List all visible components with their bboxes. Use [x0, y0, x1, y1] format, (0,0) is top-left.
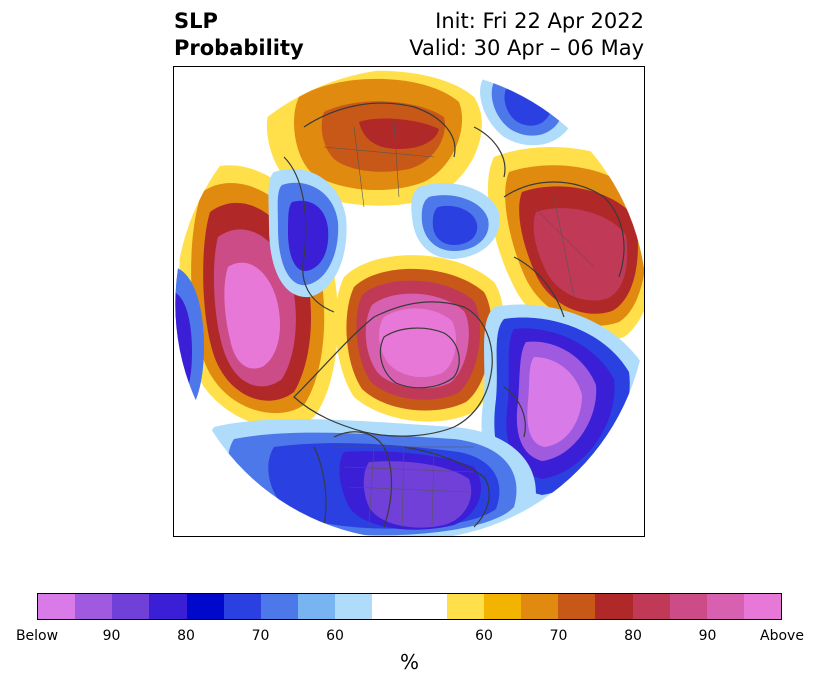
arctic-below-anomaly — [411, 183, 500, 259]
colorbar-swatch — [335, 594, 373, 619]
colorbar-swatch — [483, 594, 522, 619]
colorbar-tick-label: 90 — [102, 628, 121, 644]
colorbar-units-label: % — [399, 650, 419, 674]
colorbar-tick-label: 90 — [698, 628, 717, 644]
chart-title-left: SLP Probability — [174, 8, 304, 62]
borders — [323, 121, 595, 528]
colorbar-swatch — [521, 594, 559, 619]
colorbar-tick-labels: Below 90 80 70 60 60 70 80 90 Above — [0, 628, 819, 648]
valid-range: Valid: 30 Apr – 06 May — [409, 36, 644, 60]
colorbar-swatch — [409, 594, 447, 619]
colorbar-tick-label: Below — [15, 628, 59, 644]
init-date: Init: Fri 22 Apr 2022 — [435, 9, 644, 33]
colorbar-tick-label: 60 — [475, 628, 493, 644]
disc-edge — [174, 67, 644, 536]
polar-stereographic-map — [174, 67, 644, 536]
arctic-above-anomaly — [335, 255, 505, 422]
europe-above-anomaly — [487, 147, 644, 342]
colorbar-swatch — [743, 594, 782, 619]
colorbar-swatch — [669, 594, 707, 619]
title-variable: SLP — [174, 9, 218, 33]
title-product: Probability — [174, 36, 304, 60]
colorbar-swatch — [186, 594, 224, 619]
colorbar-tick-label: 60 — [326, 628, 344, 644]
colorbar-tick-label: Above — [760, 628, 804, 644]
colorbar-swatch — [38, 594, 76, 619]
colorbar-swatch — [223, 594, 261, 619]
colorbar-swatch — [260, 594, 299, 619]
colorbar-swatch — [75, 594, 113, 619]
canada-below-anomaly — [268, 169, 347, 298]
colorbar-swatch — [558, 594, 596, 619]
polar-map-frame — [173, 66, 645, 537]
colorbar-tick-label: 80 — [624, 628, 642, 644]
chart-title-right: Init: Fri 22 Apr 2022 Valid: 30 Apr – 06… — [409, 8, 644, 62]
colorbar — [37, 593, 782, 620]
colorbar-swatch — [595, 594, 633, 619]
colorbar-tick-label: 70 — [549, 628, 568, 644]
colorbar-swatch — [298, 594, 336, 619]
north-america-below-anomaly — [206, 419, 536, 536]
colorbar-swatch — [706, 594, 744, 619]
colorbar-tick-label: 70 — [251, 628, 270, 644]
colorbar-swatch — [149, 594, 187, 619]
colorbar-swatch — [446, 594, 484, 619]
colorbar-swatch — [632, 594, 670, 619]
colorbar-swatch — [112, 594, 150, 619]
colorbar-swatch — [372, 594, 410, 619]
colorbar-tick-label: 80 — [177, 628, 195, 644]
siberia-above-anomaly — [266, 70, 482, 206]
